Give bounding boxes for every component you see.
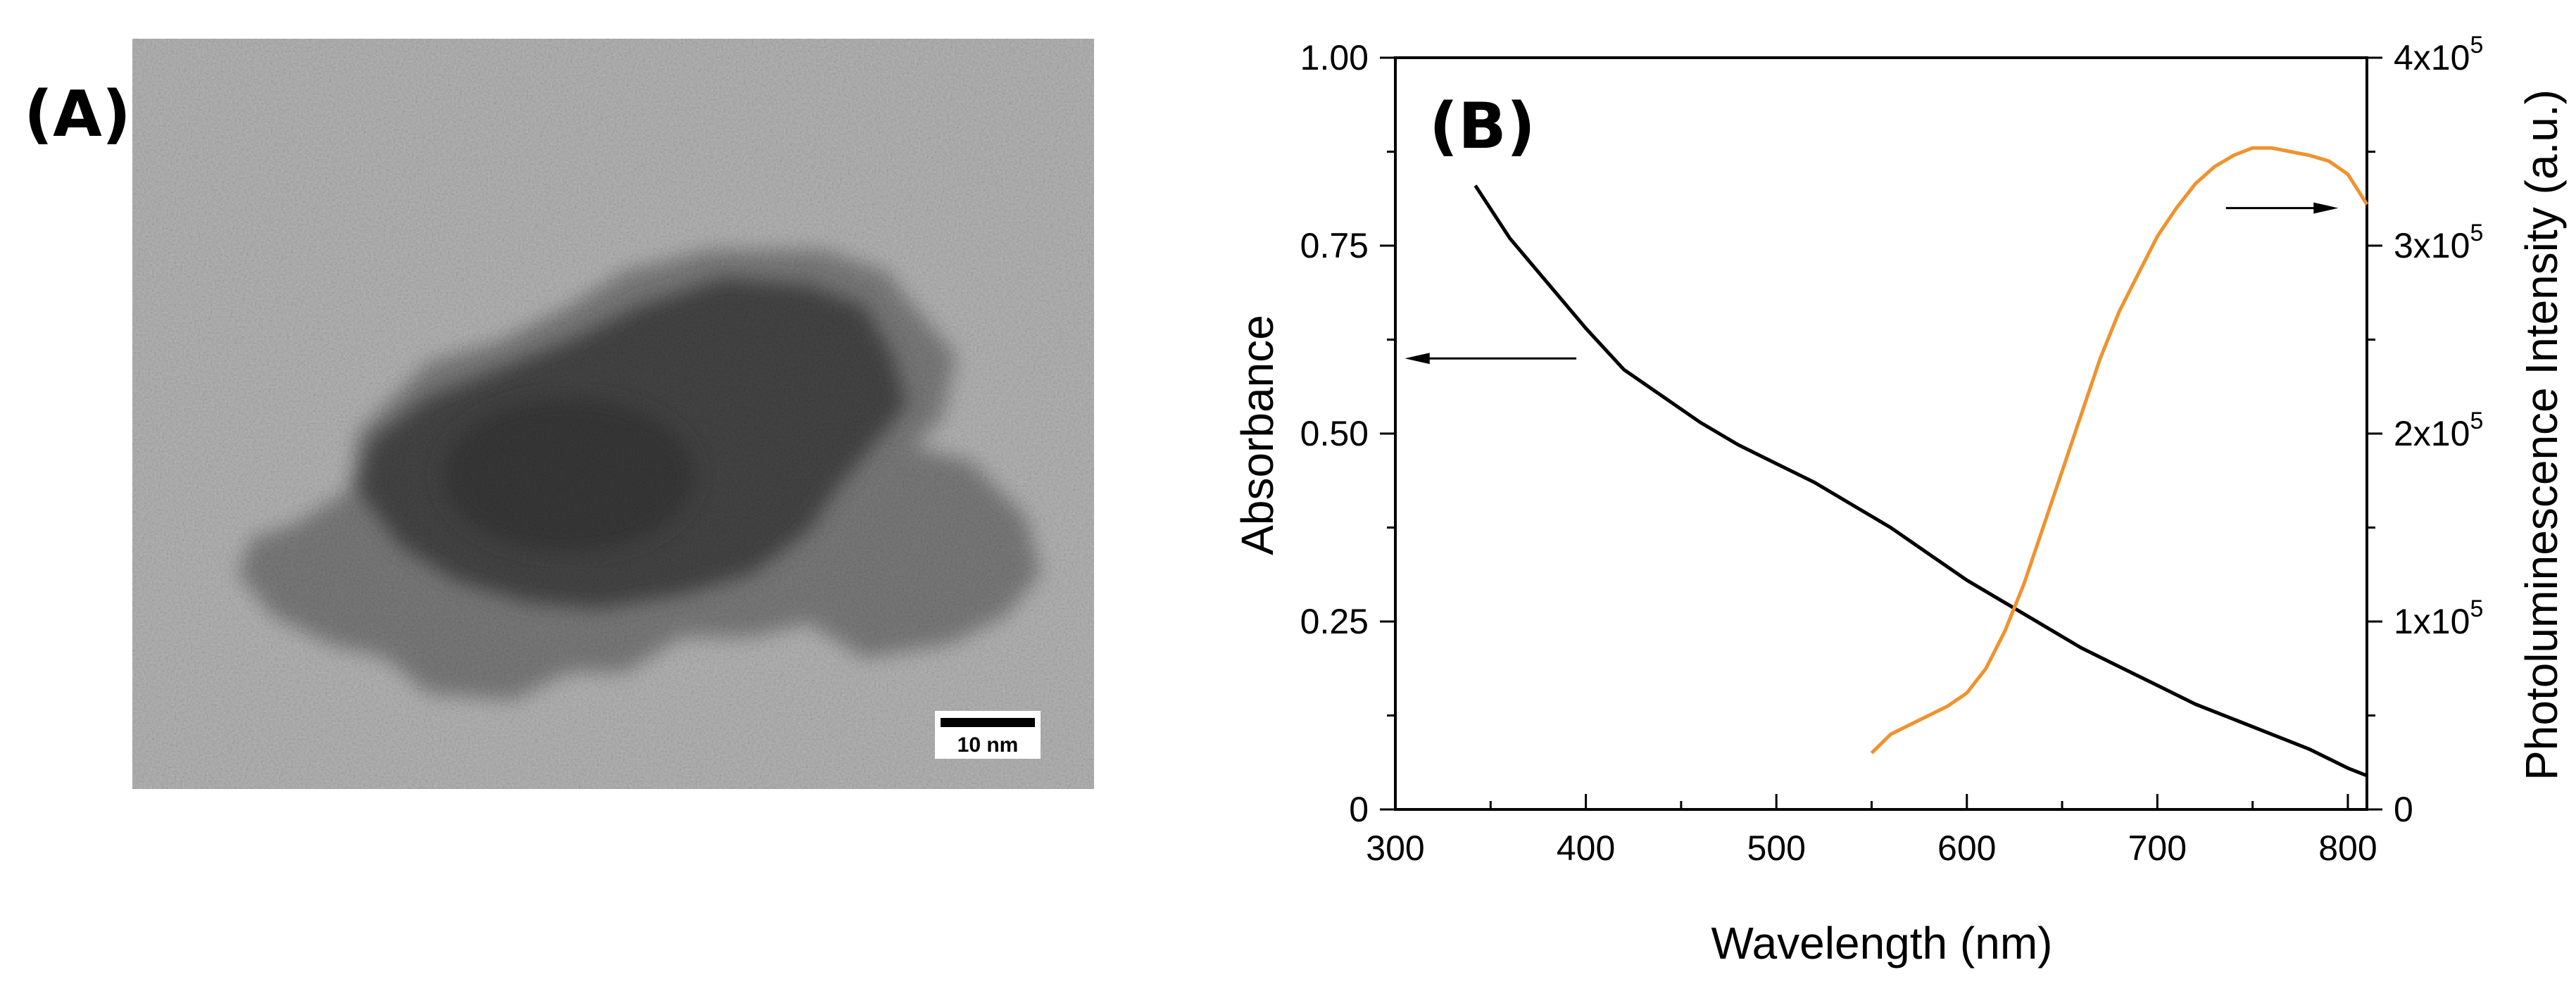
y-right-tick-label: 1x105 — [2394, 595, 2483, 641]
y-right-tick-label: 4x105 — [2394, 32, 2483, 77]
y-right-tick-exponent: 5 — [2470, 408, 2483, 434]
y-right-tick-label: 0 — [2394, 790, 2413, 829]
tem-micrograph: 10 nm — [132, 39, 1094, 789]
scale-bar-label: 10 nm — [957, 733, 1019, 757]
y-right-tick-exponent: 5 — [2470, 32, 2483, 58]
y-right-tick-exponent: 5 — [2470, 220, 2483, 246]
y-right-tick-label: 2x105 — [2394, 408, 2483, 453]
x-tick-label: 500 — [1747, 828, 1805, 868]
x-tick-label: 800 — [2318, 828, 2377, 868]
x-tick-label: 300 — [1366, 828, 1424, 868]
arrow-head-right — [2313, 202, 2339, 214]
y-tick-label: 0.75 — [1300, 226, 1369, 265]
x-tick-label: 600 — [1937, 828, 1996, 868]
panel-a-label: (A) — [24, 77, 131, 151]
scale-bar — [941, 718, 1035, 727]
y-tick-label: 1.00 — [1300, 38, 1369, 77]
x-tick-label: 400 — [1557, 828, 1615, 868]
panel-b-label: (B) — [1429, 89, 1535, 163]
y-tick-label: 0.25 — [1300, 602, 1369, 641]
y-tick-label: 0 — [1349, 790, 1369, 829]
y-right-tick-exponent: 5 — [2470, 595, 2483, 622]
x-axis-title: Wavelength (nm) — [1711, 918, 2053, 969]
photoluminescence-series-line — [1870, 146, 2369, 755]
absorbance-series-line — [1474, 184, 2368, 778]
x-tick-label: 700 — [2128, 828, 2187, 868]
y-tick-label: 0.50 — [1300, 414, 1369, 453]
plot-area — [1394, 56, 2368, 811]
arrow-head-left — [1405, 353, 1430, 365]
y-axis-title: Absorbance — [1232, 315, 1283, 555]
y-right-axis-title: Photoluminescence Intensity (a.u.) — [2516, 89, 2567, 781]
y-right-tick-label: 3x105 — [2394, 220, 2483, 265]
